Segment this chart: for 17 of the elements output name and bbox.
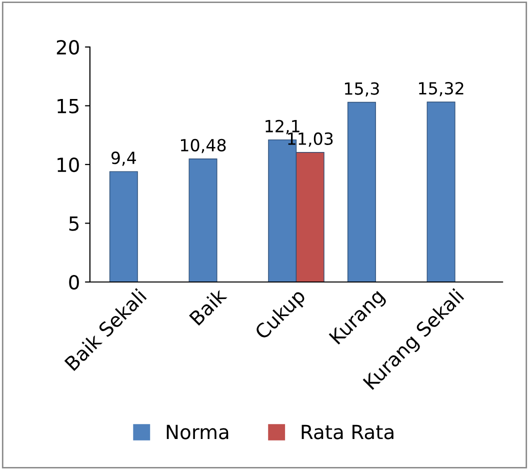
bar: [109, 171, 138, 282]
bar: [347, 102, 376, 282]
bar: [188, 158, 218, 282]
bar: [426, 102, 456, 282]
data-label: 12,1: [266, 120, 300, 134]
y-tick-label: 5: [69, 216, 79, 231]
legend-label: Rata Rata: [302, 424, 394, 440]
data-label: 10,48: [180, 138, 226, 154]
y-tick-label: 15: [58, 98, 79, 114]
data-label: 15,3: [344, 82, 379, 97]
legend-label: Norma: [166, 424, 228, 440]
data-label: 11,03: [288, 132, 333, 147]
y-tick-label: 20: [56, 40, 79, 55]
data-label: 9,4: [111, 152, 136, 166]
data-label: 15,32: [419, 82, 464, 96]
y-tick-label: 0: [69, 274, 79, 290]
y-tick-label: 10: [58, 157, 79, 172]
